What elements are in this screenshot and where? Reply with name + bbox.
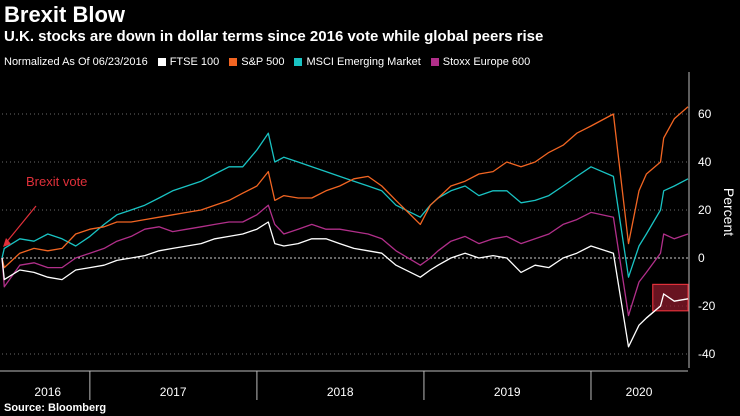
y-tick-label: 40: [698, 155, 712, 169]
x-tick-label: 2018: [327, 385, 354, 399]
y-tick-label: 20: [698, 203, 712, 217]
legend-item-stoxx: Stoxx Europe 600: [430, 55, 531, 69]
x-tick-label: 2016: [34, 385, 61, 399]
ftse-highlighted-segment: [645, 292, 689, 319]
msci-em-line: [1, 132, 689, 278]
brexit-arrow-shaft: [4, 205, 37, 245]
ftse-highlight-box: [652, 283, 689, 312]
ftse-100-line: [1, 221, 689, 348]
legend-swatch-ftse: [157, 58, 166, 66]
y-tick-label: -20: [698, 299, 716, 313]
legend-swatch-sp500: [229, 58, 238, 66]
legend-label-ftse: FTSE 100: [169, 56, 220, 68]
legend-label-stoxx: Stoxx Europe 600: [442, 56, 531, 68]
legend-swatch-msci: [294, 58, 303, 66]
sp500-line: [1, 106, 689, 269]
y-tick-label: -40: [698, 347, 716, 361]
brexit-arrow-head: [3, 238, 11, 247]
legend-label-msci: MSCI Emerging Market: [306, 56, 421, 68]
legend-note: Normalized As Of 06/23/2016: [4, 56, 148, 68]
legend-label-sp500: S&P 500: [241, 56, 285, 68]
x-tick-label: 2020: [626, 385, 653, 399]
legend-item-msci: MSCI Emerging Market: [294, 55, 421, 69]
x-tick-label: 2017: [160, 385, 187, 399]
legend: Normalized As Of 06/23/2016 FTSE 100 S&P…: [4, 55, 540, 69]
chart-title: Brexit Blow: [4, 2, 126, 27]
x-tick-label: 2019: [494, 385, 521, 399]
brexit-annotation-label: Brexit vote: [26, 174, 87, 189]
stoxx-600-line: [1, 204, 689, 317]
legend-swatch-stoxx: [430, 58, 439, 66]
y-tick-label: 0: [698, 251, 705, 265]
source-note: Source: Bloomberg: [4, 402, 107, 414]
y-tick-label: 60: [698, 107, 712, 121]
legend-item-sp500: S&P 500: [229, 55, 284, 69]
legend-item-ftse: FTSE 100: [157, 55, 220, 69]
chart-subtitle: U.K. stocks are down in dollar terms sin…: [4, 28, 544, 45]
y-axis-title: Percent: [721, 188, 737, 236]
